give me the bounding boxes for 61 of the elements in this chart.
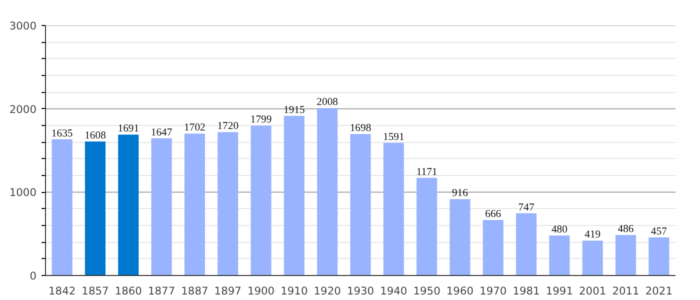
data-label: 1647 <box>150 127 173 138</box>
y-tick-label: 2000 <box>9 102 37 116</box>
x-tick-label: 1960 <box>446 284 474 298</box>
data-label: 1691 <box>118 124 140 135</box>
x-tick-label: 1991 <box>546 284 574 298</box>
y-tick-label: 1000 <box>9 186 37 200</box>
bar <box>615 235 636 276</box>
x-tick-label: 1842 <box>48 284 76 298</box>
bar <box>250 126 272 276</box>
bar <box>284 116 304 276</box>
data-label: 480 <box>551 224 568 236</box>
x-tick-label: 1970 <box>480 284 507 298</box>
bar <box>317 108 338 276</box>
x-tick-label: 1910 <box>280 284 308 298</box>
x-tick-label: 1857 <box>82 284 109 298</box>
x-tick-label: 2011 <box>612 284 640 298</box>
y-tick-label: 0 <box>30 270 37 282</box>
x-tick-label: 1897 <box>214 284 242 298</box>
bar <box>450 199 470 276</box>
data-label: 747 <box>518 202 535 214</box>
bar <box>416 178 438 276</box>
data-label: 2008 <box>316 97 338 108</box>
data-label: 1698 <box>350 123 372 134</box>
bar <box>118 134 139 276</box>
data-label: 419 <box>584 230 601 241</box>
data-label: 1799 <box>250 114 272 126</box>
x-tick-label: 2001 <box>579 284 606 298</box>
y-tick-label: 3000 <box>9 20 37 32</box>
data-label: 1591 <box>383 132 404 143</box>
x-tick-label: 1900 <box>247 284 275 298</box>
bar <box>582 240 603 276</box>
x-tick-label: 1950 <box>413 284 441 298</box>
bar <box>218 132 238 276</box>
bar <box>350 134 371 276</box>
data-label: 457 <box>650 226 668 238</box>
data-label: 1720 <box>217 121 239 132</box>
x-tick-label: 1887 <box>181 284 208 298</box>
data-label: 1702 <box>184 122 206 134</box>
data-label: 486 <box>618 224 634 235</box>
bar <box>482 220 504 276</box>
bar <box>516 213 537 276</box>
data-label: 916 <box>452 188 469 200</box>
data-label: 666 <box>485 209 502 220</box>
data-label: 1635 <box>51 128 73 140</box>
bar <box>151 138 172 276</box>
bar <box>84 142 106 276</box>
bar <box>549 236 570 276</box>
x-tick-label: 1981 <box>512 284 540 298</box>
x-tick-label: 1860 <box>114 284 142 298</box>
x-tick-label: 1940 <box>380 284 408 298</box>
x-tick-label: 2021 <box>645 284 672 298</box>
x-tick-label: 1930 <box>346 284 374 298</box>
bar <box>648 237 670 276</box>
x-tick-label: 1877 <box>148 284 176 298</box>
data-label: 1915 <box>284 104 305 116</box>
bar <box>52 139 72 276</box>
bar <box>184 134 205 276</box>
data-label: 1608 <box>84 130 106 142</box>
x-tick-label: 1920 <box>314 284 342 298</box>
data-label: 1171 <box>416 166 438 178</box>
bar <box>383 142 404 276</box>
